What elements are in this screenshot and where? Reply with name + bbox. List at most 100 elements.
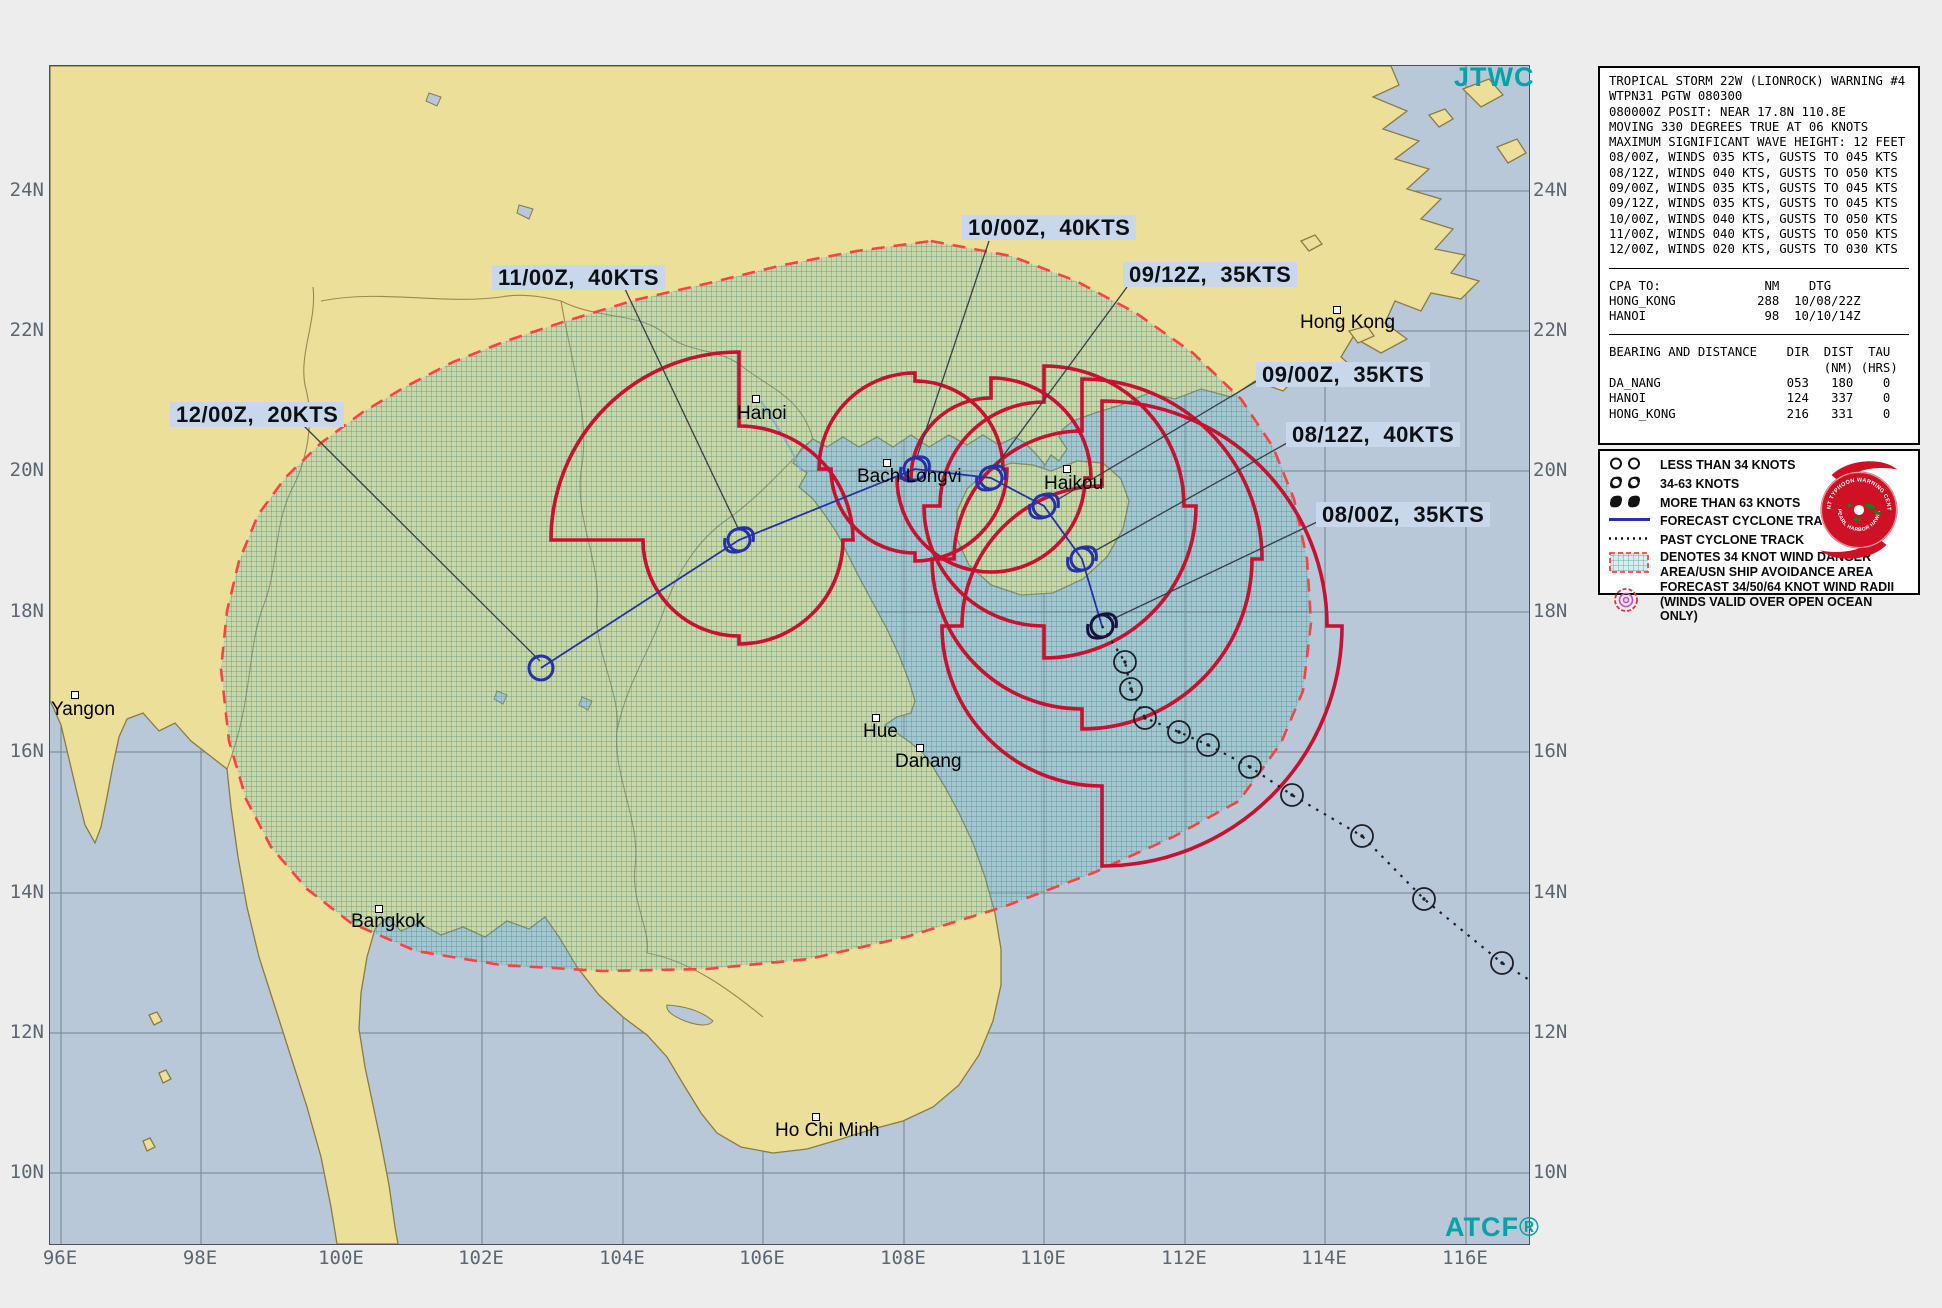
past-position-dot — [1500, 961, 1504, 965]
past-track-icon — [1608, 531, 1660, 550]
legend-item-past-track: PAST CYCLONE TRACK — [1608, 531, 1910, 550]
34-63-knots-icon — [1608, 475, 1660, 494]
less-than-34-icon — [1608, 456, 1660, 475]
panel-divider — [1609, 334, 1909, 336]
legend-label: MORE THAN 63 KNOTS — [1660, 495, 1801, 510]
forecast-wind-radii — [940, 399, 1344, 868]
longitude-label: 110E — [1020, 1247, 1066, 1269]
legend-label: FORECAST CYCLONE TRACK — [1660, 514, 1841, 529]
latitude-label-left: 18N — [9, 600, 44, 622]
map-svg — [50, 66, 1529, 1244]
legend-item-wind-radii: FORECAST 34/50/64 KNOT WIND RADII (WINDS … — [1608, 580, 1910, 624]
label-leader-line — [916, 240, 990, 458]
warning-text-panel: TROPICAL STORM 22W (LIONROCK) WARNING #4… — [1598, 66, 1920, 445]
storm-hook-icon — [736, 526, 755, 543]
past-position-circle — [1238, 755, 1262, 779]
forecast-wind-radii — [817, 371, 1009, 563]
jtwc-seal: JOINT TYPHOON WARNING CENTER PEARL HARBO… — [1804, 455, 1898, 559]
forecast-position-symbol — [723, 526, 755, 554]
bearing-distance-table: BEARING AND DISTANCE DIR DIST TAU (NM) (… — [1609, 345, 1898, 421]
past-position-circle — [1133, 706, 1157, 730]
legend-item-forecast-track: FORECAST CYCLONE TRACK — [1608, 512, 1910, 531]
cpa-table: CPA TO: NM DTG HONG_KONG 288 10/08/22Z H… — [1609, 278, 1861, 324]
storm-hook-icon — [1099, 612, 1118, 629]
map-area — [49, 65, 1530, 1245]
label-leader-line — [994, 286, 1128, 468]
longitude-label: 108E — [880, 1247, 926, 1269]
latitude-label-left: 16N — [9, 740, 44, 762]
legend-label: PAST CYCLONE TRACK — [1660, 533, 1805, 548]
past-position-dot — [1422, 897, 1426, 901]
latitude-label-right: 12N — [1533, 1021, 1568, 1043]
forecast-track-icon — [1608, 512, 1660, 531]
longitude-label: 102E — [458, 1247, 504, 1269]
more-than-63-icon — [1608, 494, 1660, 513]
label-leader-line — [624, 288, 739, 529]
current-position-symbol — [1086, 612, 1118, 640]
storm-hook-icon — [912, 455, 931, 472]
latitude-label-right: 18N — [1533, 600, 1568, 622]
longitude-label: 96E — [42, 1247, 78, 1269]
past-position-dot — [1290, 793, 1294, 797]
legend-panel: LESS THAN 34 KNOTS 34-63 KNOTS MORE THAN… — [1598, 449, 1920, 623]
label-leader-line — [1056, 380, 1258, 501]
lakes — [425, 92, 714, 1026]
wind-danger-area — [219, 239, 1313, 973]
storm-hook-icon — [1066, 556, 1085, 573]
longitude-label: 106E — [739, 1247, 785, 1269]
legend-item-less-than-34: LESS THAN 34 KNOTS — [1608, 456, 1910, 475]
latitude-label-left: 14N — [9, 881, 44, 903]
latitude-label-right: 10N — [1533, 1161, 1568, 1183]
past-position-dot — [1123, 660, 1127, 664]
storm-hook-icon — [1028, 503, 1047, 520]
danger-area-icon — [1608, 550, 1660, 580]
forecast-position-symbol — [975, 464, 1007, 492]
coastal-islands — [142, 78, 1527, 1152]
longitude-label: 112E — [1161, 1247, 1207, 1269]
legend-label: FORECAST 34/50/64 KNOT WIND RADII — [1660, 579, 1895, 594]
storm-hook-icon — [1079, 545, 1098, 562]
storm-hook-icon — [988, 464, 1007, 481]
past-position-circle — [1119, 677, 1143, 701]
latitude-label-right: 20N — [1533, 459, 1568, 481]
label-leader-line — [302, 424, 541, 662]
storm-hook-icon — [1041, 492, 1060, 509]
forecast-wind-radii — [895, 376, 1093, 574]
past-position-circle — [1350, 824, 1374, 848]
past-position-circle — [1113, 650, 1137, 674]
latitude-label-left: 24N — [9, 179, 44, 201]
past-position-dot — [1206, 743, 1210, 747]
past-position-circle — [1280, 783, 1304, 807]
longitude-label: 104E — [599, 1247, 645, 1269]
past-position-circle — [1196, 733, 1220, 757]
past-position-circle — [1412, 887, 1436, 911]
panel-divider — [1609, 267, 1909, 269]
latitude-label-right: 22N — [1533, 319, 1568, 341]
longitude-label: 98E — [182, 1247, 218, 1269]
past-position-dot — [1177, 730, 1181, 734]
legend-label: 34-63 KNOTS — [1660, 476, 1740, 491]
latitude-label-left: 20N — [9, 459, 44, 481]
past-position-circle — [1167, 720, 1191, 744]
forecast-position-symbol — [1028, 492, 1060, 520]
label-leader-line — [1112, 521, 1318, 620]
past-position-dot — [1129, 687, 1133, 691]
legend-label: DENOTES 34 KNOT WIND DANGER — [1660, 550, 1872, 565]
latitude-label-right: 16N — [1533, 740, 1568, 762]
legend-item-34-63: 34-63 KNOTS — [1608, 475, 1910, 494]
latitude-label-left: 12N — [9, 1021, 44, 1043]
forecast-position-symbol — [527, 654, 555, 682]
latitude-label-left: 10N — [9, 1161, 44, 1183]
past-position-dot — [1360, 834, 1364, 838]
forecast-cyclone-track — [540, 468, 1103, 669]
legend-item-danger-area: DENOTES 34 KNOT WIND DANGER AREA/USN SHIP… — [1608, 550, 1910, 580]
storm-hook-icon — [1086, 623, 1105, 640]
open-circle-icon — [527, 654, 555, 682]
storm-hook-icon — [975, 475, 994, 492]
legend-label: AREA/USN SHIP AVOIDANCE AREA — [1660, 564, 1874, 579]
past-position-dot — [1248, 765, 1252, 769]
warning-text: TROPICAL STORM 22W (LIONROCK) WARNING #4… — [1609, 74, 1906, 257]
legend-label: (WINDS VALID OVER OPEN OCEAN ONLY) — [1660, 594, 1873, 624]
storm-overlay — [219, 239, 1529, 982]
